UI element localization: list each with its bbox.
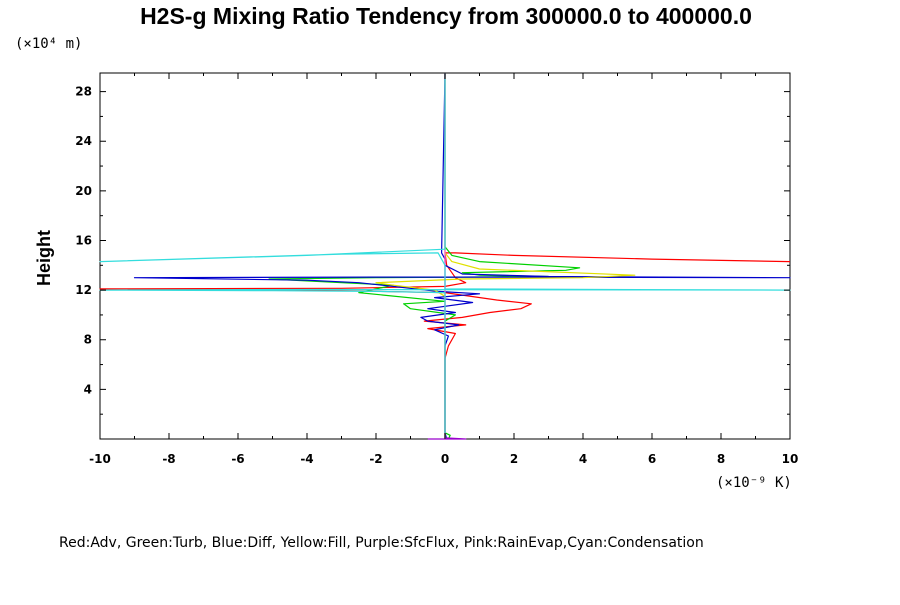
y-tick-label: 20 <box>75 184 92 198</box>
chart-title: H2S-g Mixing Ratio Tendency from 300000.… <box>140 3 752 29</box>
x-tick-label: -2 <box>369 452 382 466</box>
x-tick-label: 10 <box>782 452 799 466</box>
x-tick-label: -8 <box>162 452 175 466</box>
x-unit-label: (×10⁻⁹ K) <box>716 475 792 491</box>
y-tick-label: 4 <box>84 382 92 396</box>
x-tick-label: 8 <box>717 452 725 466</box>
y-tick-label: 28 <box>75 85 92 99</box>
y-axis-label: Height <box>34 230 54 286</box>
y-tick-label: 12 <box>75 283 92 297</box>
y-tick-label: 8 <box>84 333 92 347</box>
legend-text: Red:Adv, Green:Turb, Blue:Diff, Yellow:F… <box>59 535 704 551</box>
series-line-diff <box>133 72 791 440</box>
y-unit-label: (×10⁴ m) <box>15 36 82 52</box>
x-tick-label: -6 <box>231 452 244 466</box>
series-line-fill <box>375 73 636 439</box>
x-tick-label: 4 <box>579 452 587 466</box>
x-tick-label: 2 <box>510 452 518 466</box>
x-tick-label: -4 <box>300 452 313 466</box>
y-tick-label: 16 <box>75 233 92 247</box>
series-layer <box>99 72 791 440</box>
x-tick-label: -10 <box>89 452 111 466</box>
y-tick-label: 24 <box>75 134 92 148</box>
x-tick-label: 6 <box>648 452 656 466</box>
series-line-turb <box>268 73 581 440</box>
x-tick-label: 0 <box>441 452 449 466</box>
series-line-condensation <box>99 73 791 439</box>
